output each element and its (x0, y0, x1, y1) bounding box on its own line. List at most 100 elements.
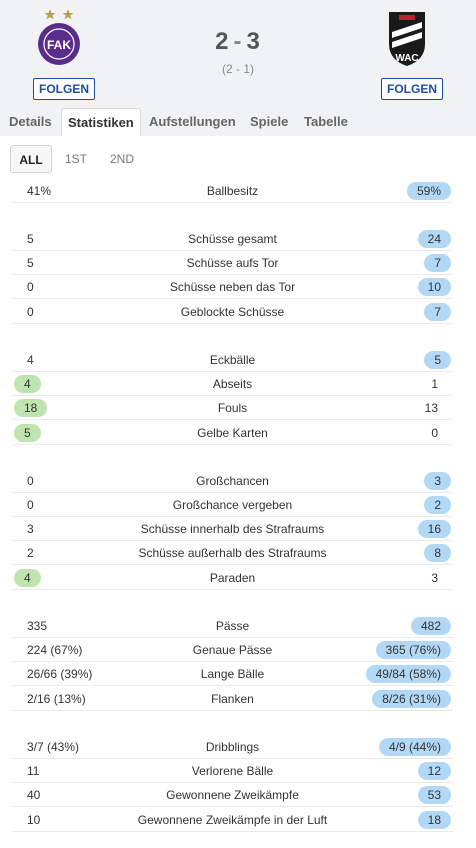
away-stat-value: 365 (76%) (375, 641, 451, 659)
home-stat-value: 5 (27, 256, 34, 270)
home-stat-value: 335 (27, 619, 48, 633)
tab-details[interactable]: Details (9, 114, 52, 129)
subtab-all[interactable]: ALL (10, 145, 52, 173)
home-stat-value: 41% (27, 184, 52, 198)
away-stat-value: 0 (431, 426, 438, 440)
home-stat-value: 11 (27, 764, 40, 778)
stat-label: Gewonnene Zweikämpfe in der Luft (137, 813, 328, 827)
home-stat-value: 5 (14, 424, 41, 442)
away-stat-value: 12 (417, 762, 451, 780)
stat-label: Dribblings (205, 740, 260, 754)
stat-row: 4 Abseits 1 (12, 372, 453, 396)
subtab-1st[interactable]: 1ST (64, 152, 87, 166)
stat-label: Ballbesitz (206, 184, 259, 198)
away-stat-value: 8 (424, 544, 451, 562)
away-stat-value: 3 (431, 571, 438, 585)
stat-label: Schüsse aufs Tor (186, 256, 279, 270)
away-team: WAC FOLGEN (372, 6, 443, 100)
tab-spiele[interactable]: Spiele (250, 114, 289, 129)
away-stat-value: 7 (424, 254, 451, 272)
halftime-score: (2 - 1) (221, 62, 254, 76)
away-score: 3 (246, 28, 261, 55)
home-stat-value: 3/7 (43%) (27, 740, 80, 754)
home-stat-value: 4 (27, 353, 34, 367)
away-stat-value: 5 (424, 351, 451, 369)
home-stat-value: 2 (27, 546, 34, 560)
stat-label: Fouls (217, 401, 248, 415)
austria-wien-crest-icon[interactable]: FAK (34, 6, 84, 68)
away-stat-value: 482 (410, 617, 451, 635)
home-stat-value: 18 (14, 399, 48, 417)
home-stat-value: 10 (27, 813, 41, 827)
home-stat-value: 5 (27, 232, 34, 246)
away-stat-value: 13 (424, 401, 438, 415)
home-stat-value: 2/16 (13%) (27, 692, 86, 706)
stat-row: 0 Großchance vergeben 2 (12, 493, 453, 517)
match-header: FAK FOLGEN 2-3 (2 - 1) WAC FOLGEN Detail… (0, 0, 476, 136)
home-stat-value: 0 (27, 280, 34, 294)
stat-label: Verlorene Bälle (191, 764, 274, 778)
away-stat-value: 16 (417, 520, 451, 538)
stat-label: Genaue Pässe (192, 643, 273, 657)
stat-row: 26/66 (39%) Lange Bälle 49/84 (58%) (12, 662, 453, 686)
home-stat-value: 0 (27, 474, 34, 488)
stat-label: Gelbe Karten (197, 426, 268, 440)
stat-row: 3 Schüsse innerhalb des Strafraums 16 (12, 517, 453, 541)
stat-row: 10 Gewonnene Zweikämpfe in der Luft 18 (12, 808, 453, 832)
away-stat-value: 53 (417, 786, 451, 804)
stat-row: 41% Ballbesitz 59% (12, 179, 453, 203)
away-stat-value: 1 (431, 377, 438, 391)
stat-row: 0 Großchancen 3 (12, 469, 453, 493)
follow-home-button[interactable]: FOLGEN (33, 78, 95, 100)
stat-label: Paraden (209, 571, 256, 585)
home-stat-value: 224 (67%) (27, 643, 83, 657)
stat-row: 18 Fouls 13 (12, 396, 453, 420)
stat-label: Gewonnene Zweikämpfe (166, 788, 299, 802)
stat-label: Pässe (215, 619, 250, 633)
stat-row: 0 Geblockte Schüsse 7 (12, 300, 453, 324)
stat-row: 2 Schüsse außerhalb des Strafraums 8 (12, 541, 453, 565)
stat-row: 5 Gelbe Karten 0 (12, 421, 453, 445)
stat-label: Großchance vergeben (172, 498, 293, 512)
wac-crest-icon[interactable]: WAC (382, 6, 432, 68)
scoreline: 2-3 (168, 28, 308, 56)
away-stat-value: 49/84 (58%) (365, 665, 451, 683)
stat-row: 11 Verlorene Bälle 12 (12, 759, 453, 783)
stat-row: 2/16 (13%) Flanken 8/26 (31%) (12, 687, 453, 711)
stat-row: 4 Eckbälle 5 (12, 348, 453, 372)
away-stat-value: 24 (417, 230, 451, 248)
away-stat-value: 3 (424, 472, 451, 490)
stat-label: Schüsse neben das Tor (169, 280, 296, 294)
stat-label: Geblockte Schüsse (180, 305, 285, 319)
stat-label: Schüsse innerhalb des Strafraums (140, 522, 325, 536)
follow-away-button[interactable]: FOLGEN (381, 78, 443, 100)
stat-label: Schüsse gesamt (188, 232, 277, 246)
svg-text:FAK: FAK (47, 38, 71, 52)
stat-label: Flanken (211, 692, 254, 706)
stat-row: 40 Gewonnene Zweikämpfe 53 (12, 783, 453, 807)
stat-row: 4 Paraden 3 (12, 566, 453, 590)
stat-label: Eckbälle (209, 353, 256, 367)
home-stat-value: 40 (27, 788, 41, 802)
away-stat-value: 59% (406, 182, 451, 200)
stat-row: 0 Schüsse neben das Tor 10 (12, 275, 453, 299)
stat-row: 5 Schüsse gesamt 24 (12, 227, 453, 251)
stat-row: 5 Schüsse aufs Tor 7 (12, 251, 453, 275)
stat-label: Abseits (212, 377, 253, 391)
home-stat-value: 4 (14, 569, 41, 587)
away-stat-value: 8/26 (31%) (372, 690, 451, 708)
stat-label: Großchancen (196, 474, 269, 488)
tab-aufstellungen[interactable]: Aufstellungen (149, 114, 236, 129)
subtab-2nd[interactable]: 2ND (109, 152, 134, 166)
home-stat-value: 3 (27, 522, 34, 536)
away-stat-value: 2 (424, 496, 451, 514)
home-team: FAK FOLGEN (24, 6, 95, 100)
home-stat-value: 4 (14, 375, 41, 393)
home-stat-value: 26/66 (39%) (27, 667, 93, 681)
svg-text:WAC: WAC (395, 53, 418, 64)
home-stat-value: 0 (27, 498, 34, 512)
away-stat-value: 18 (417, 811, 451, 829)
stat-row: 3/7 (43%) Dribblings 4/9 (44%) (12, 735, 453, 759)
tab-statistiken[interactable]: Statistiken (61, 108, 141, 136)
tab-tabelle[interactable]: Tabelle (304, 114, 348, 129)
